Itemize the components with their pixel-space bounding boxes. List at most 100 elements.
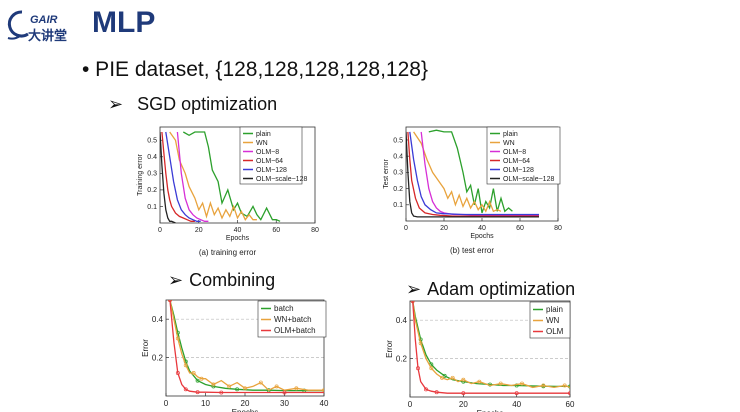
arrow-bullet-icon: ➢ xyxy=(168,270,184,291)
section-combining-label: Combining xyxy=(189,270,276,290)
series-point xyxy=(322,388,324,393)
legend: plain WN OLM−8 OLM−64 OLM−128 OLM−scale−128 xyxy=(239,126,307,185)
legend-label: OLM−scale−128 xyxy=(256,176,307,183)
series-point xyxy=(520,381,524,386)
section-combining: ➢ Combining xyxy=(168,270,275,291)
series-point xyxy=(498,381,503,386)
x-tick-label: 0 xyxy=(164,399,169,408)
y-tick-label: 0.3 xyxy=(147,171,157,178)
x-tick-label: 20 xyxy=(195,227,203,234)
series-line-OLM xyxy=(412,301,570,394)
arrow-bullet-icon: ➢ xyxy=(406,279,422,300)
series-point xyxy=(424,387,428,392)
series-point xyxy=(442,373,447,378)
series-line-OLM+batch xyxy=(169,300,324,394)
y-tick-label: 0.2 xyxy=(396,354,408,363)
arrow-bullet-icon: ➢ xyxy=(108,94,124,115)
x-axis-label: Epochs xyxy=(232,408,259,412)
series-point xyxy=(477,379,482,384)
series-point xyxy=(541,383,546,388)
plot-frame xyxy=(409,300,571,398)
legend-label: OLM−64 xyxy=(503,158,530,165)
x-tick-label: 40 xyxy=(478,225,486,232)
y-tick-label: 0.4 xyxy=(147,154,157,161)
legend-label: OLM−8 xyxy=(256,149,279,156)
series-point xyxy=(183,387,188,392)
series-point xyxy=(514,391,519,396)
series-point xyxy=(183,363,188,368)
series-point xyxy=(175,336,180,341)
section-adam: ➢ Adam optimization xyxy=(406,279,575,300)
legend-label: plain xyxy=(256,131,271,138)
series-line-OLM−scale−128 xyxy=(406,131,539,218)
x-tick-label: 80 xyxy=(554,225,562,232)
legend-label: OLM−8 xyxy=(503,149,526,156)
series-point xyxy=(282,390,287,395)
x-tick-label: 0 xyxy=(408,400,413,409)
series-point xyxy=(294,386,299,391)
gair-logo: GAIR 大讲堂 xyxy=(7,10,67,43)
series-point xyxy=(243,386,247,391)
y-tick-label: 0.4 xyxy=(152,315,164,324)
x-tick-label: 40 xyxy=(320,399,329,408)
series-point xyxy=(440,375,444,380)
series-line-WN xyxy=(413,131,502,213)
y-axis-label: Error xyxy=(141,339,150,357)
series-line-OLM−128 xyxy=(165,131,201,222)
series-line-batch xyxy=(169,300,324,392)
series-point xyxy=(195,378,200,383)
y-tick-label: 0.1 xyxy=(393,202,403,209)
y-tick-label: 0.4 xyxy=(396,316,408,325)
series-line-WN xyxy=(169,131,257,221)
chart-caption: (a) training error xyxy=(199,248,257,257)
x-axis-label: Epochs xyxy=(477,409,504,412)
legend-box xyxy=(239,126,303,185)
series-point xyxy=(450,375,455,380)
x-tick-label: 30 xyxy=(280,399,289,408)
legend: plain WN OLM xyxy=(529,301,571,339)
series-point xyxy=(429,366,434,371)
y-tick-label: 0.5 xyxy=(147,138,157,145)
series-point xyxy=(461,391,466,396)
y-axis-label: Error xyxy=(385,340,394,358)
x-axis-label: Epochs xyxy=(470,233,494,240)
legend-label: WN xyxy=(256,140,268,147)
x-tick-label: 40 xyxy=(234,227,242,234)
series-line-OLM−64 xyxy=(407,131,539,217)
legend-label: OLM−scale−128 xyxy=(503,176,554,183)
x-tick-label: 20 xyxy=(241,399,250,408)
series-line-OLM−8 xyxy=(420,131,539,216)
x-tick-label: 0 xyxy=(404,225,408,232)
series-point xyxy=(195,390,200,395)
y-tick-label: 0.1 xyxy=(147,204,157,211)
series-point xyxy=(199,376,204,381)
y-axis-label: Test error xyxy=(383,159,390,189)
series-point xyxy=(175,371,180,375)
y-tick-label: 0.3 xyxy=(393,170,403,177)
series-point xyxy=(418,341,423,346)
series-point xyxy=(568,391,570,396)
svg-text:GAIR: GAIR xyxy=(30,14,58,26)
y-tick-label: 0.2 xyxy=(147,187,157,194)
series-point xyxy=(168,300,172,302)
legend-box xyxy=(486,126,561,185)
y-tick-label: 0.4 xyxy=(393,154,403,161)
series-point xyxy=(227,384,232,389)
series-line-WN xyxy=(412,301,570,389)
svg-text:大讲堂: 大讲堂 xyxy=(28,28,67,43)
y-tick-label: 0.5 xyxy=(393,137,403,144)
series-point xyxy=(434,390,439,395)
series-point xyxy=(274,384,279,389)
legend-label: plain xyxy=(503,131,518,138)
legend-label: plain xyxy=(546,305,563,314)
chart-sgd-test: 0 20 40 60 80 0.1 0.2 0.3 0.4 0.5 Epochs Test error… xyxy=(383,126,562,255)
y-axis-label: Training error xyxy=(137,153,144,195)
x-tick-label: 60 xyxy=(272,227,280,234)
legend-label: WN xyxy=(503,140,515,147)
series-point xyxy=(562,383,567,388)
legend-label: WN+batch xyxy=(274,315,312,324)
x-tick-label: 10 xyxy=(201,399,210,408)
series-point xyxy=(258,380,263,385)
